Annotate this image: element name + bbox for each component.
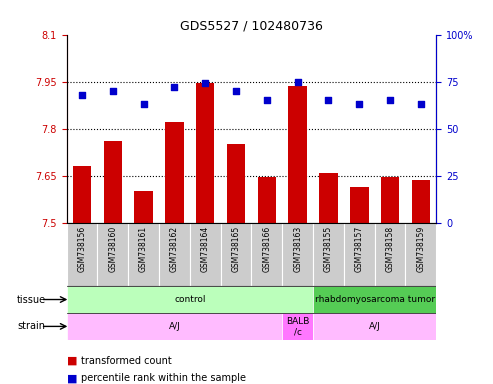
Point xyxy=(109,88,117,94)
Bar xyxy=(313,286,436,313)
Text: ■: ■ xyxy=(67,356,77,366)
Bar xyxy=(159,223,190,286)
Point xyxy=(263,97,271,103)
Bar xyxy=(104,141,122,223)
Bar xyxy=(344,223,375,286)
Text: GSM738159: GSM738159 xyxy=(417,226,425,272)
Bar xyxy=(128,223,159,286)
Text: GSM738157: GSM738157 xyxy=(355,226,364,272)
Bar xyxy=(67,313,282,340)
Text: strain: strain xyxy=(17,321,45,331)
Bar xyxy=(196,83,214,223)
Text: transformed count: transformed count xyxy=(81,356,172,366)
Text: ■: ■ xyxy=(67,373,77,383)
Bar xyxy=(165,122,184,223)
Text: control: control xyxy=(174,295,206,304)
Point xyxy=(355,101,363,107)
Point xyxy=(324,97,332,103)
Point xyxy=(417,101,425,107)
Text: GSM738163: GSM738163 xyxy=(293,226,302,272)
Text: GSM738156: GSM738156 xyxy=(77,226,86,272)
Text: GSM738160: GSM738160 xyxy=(108,226,117,272)
Bar xyxy=(134,191,153,223)
Point xyxy=(140,101,147,107)
Bar xyxy=(282,313,313,340)
Text: GSM738162: GSM738162 xyxy=(170,226,179,272)
Bar xyxy=(313,223,344,286)
Point xyxy=(386,97,394,103)
Bar xyxy=(405,223,436,286)
Bar xyxy=(227,144,245,223)
Bar xyxy=(67,286,313,313)
Bar xyxy=(381,177,399,223)
Bar xyxy=(190,223,221,286)
Bar xyxy=(98,223,128,286)
Point xyxy=(78,92,86,98)
Text: percentile rank within the sample: percentile rank within the sample xyxy=(81,373,246,383)
Bar xyxy=(375,223,405,286)
Bar xyxy=(350,187,368,223)
Text: GSM738155: GSM738155 xyxy=(324,226,333,272)
Point xyxy=(171,84,178,90)
Bar xyxy=(288,86,307,223)
Text: A/J: A/J xyxy=(369,322,381,331)
Text: GSM738164: GSM738164 xyxy=(201,226,210,272)
Text: GDS5527 / 102480736: GDS5527 / 102480736 xyxy=(180,19,323,32)
Point xyxy=(201,80,209,86)
Text: GSM738166: GSM738166 xyxy=(262,226,271,272)
Bar xyxy=(282,223,313,286)
Point xyxy=(294,78,302,84)
Text: GSM738161: GSM738161 xyxy=(139,226,148,272)
Text: GSM738158: GSM738158 xyxy=(386,226,394,272)
Text: A/J: A/J xyxy=(169,322,180,331)
Text: tissue: tissue xyxy=(17,295,46,305)
Bar xyxy=(251,223,282,286)
Text: rhabdomyosarcoma tumor: rhabdomyosarcoma tumor xyxy=(315,295,435,304)
Bar xyxy=(67,223,98,286)
Bar xyxy=(319,172,338,223)
Bar xyxy=(73,166,91,223)
Bar xyxy=(313,313,436,340)
Point xyxy=(232,88,240,94)
Bar xyxy=(257,177,276,223)
Text: GSM738165: GSM738165 xyxy=(232,226,241,272)
Bar xyxy=(412,180,430,223)
Bar xyxy=(221,223,251,286)
Text: BALB
/c: BALB /c xyxy=(286,317,309,336)
